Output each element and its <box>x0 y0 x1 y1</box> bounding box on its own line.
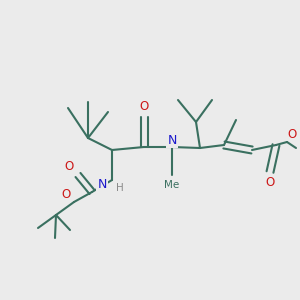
Text: N: N <box>97 178 107 191</box>
Text: O: O <box>266 176 274 190</box>
Text: N: N <box>167 134 177 146</box>
Text: O: O <box>140 100 148 113</box>
Text: H: H <box>116 183 124 193</box>
Text: O: O <box>61 188 70 200</box>
Text: Me: Me <box>164 180 180 190</box>
Text: O: O <box>64 160 74 172</box>
Text: O: O <box>287 128 297 140</box>
